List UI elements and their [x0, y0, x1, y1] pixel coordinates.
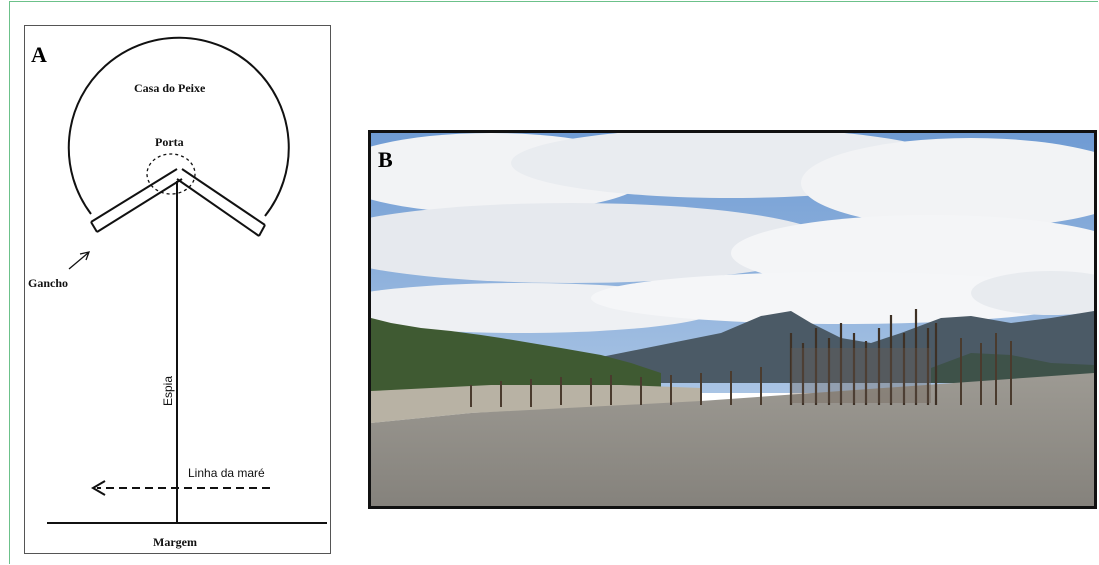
panel-b-photo: B [368, 130, 1097, 509]
figure-frame [9, 1, 1098, 564]
porta-opening-circle [146, 153, 196, 195]
panel-a-diagram: A Casa do Peixe Porta Gancho Espia Linha… [24, 25, 331, 554]
linha-da-mare-label: Linha da maré [188, 466, 265, 480]
right-arm-wing [176, 168, 266, 237]
gancho-arrow-head [79, 251, 91, 261]
left-arm-wing [90, 168, 183, 233]
porta-label: Porta [155, 135, 184, 149]
trap-photo-svg: B [371, 133, 1094, 506]
gancho-pointer-arrow [68, 252, 89, 270]
fence-stakes [470, 333, 1012, 407]
gancho-label: Gancho [28, 276, 68, 290]
espia-label: Espia [161, 376, 175, 406]
far-hill [931, 353, 1094, 383]
casa-do-peixe-label: Casa do Peixe [134, 81, 206, 95]
margem-label: Margem [153, 535, 197, 549]
trap-enclosure [789, 309, 938, 405]
trap-diagram-svg: A Casa do Peixe Porta Gancho Espia Linha… [28, 36, 327, 549]
tide-arrow-head [91, 480, 106, 496]
clouds [371, 133, 1094, 333]
shore-vegetation [371, 318, 661, 393]
water [371, 373, 1094, 506]
sand-beach [371, 385, 701, 423]
trap-net [791, 348, 931, 403]
panel-a-letter: A [31, 42, 47, 67]
casa-do-peixe-enclosure [67, 36, 290, 217]
panel-b-letter: B [378, 147, 393, 172]
